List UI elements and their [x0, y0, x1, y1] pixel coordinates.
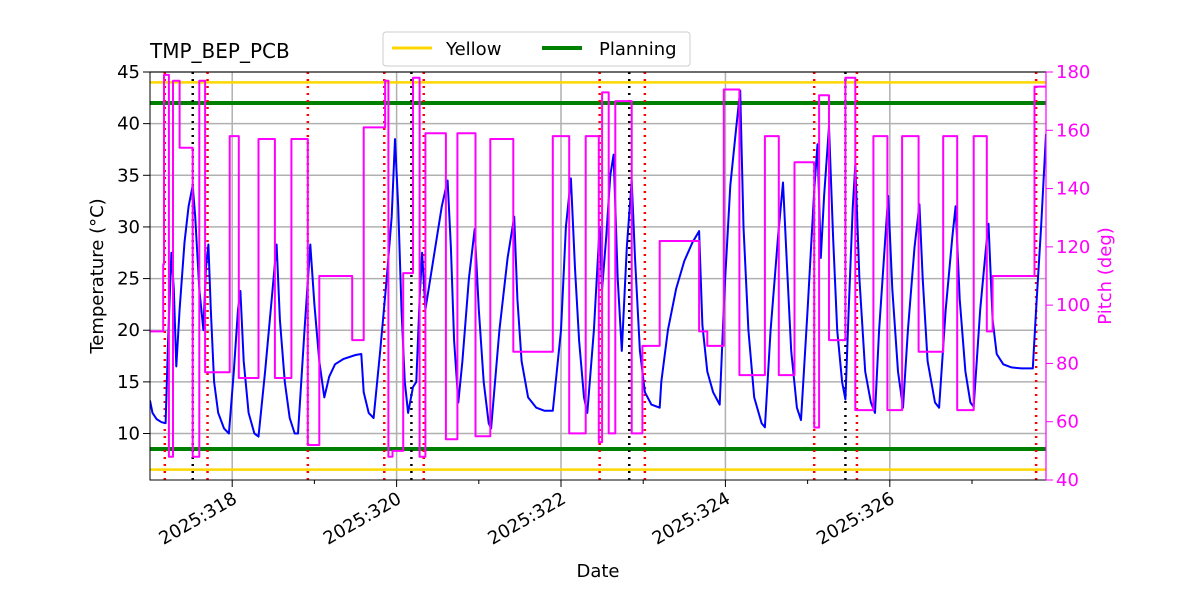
y2-tick-label: 160: [1056, 120, 1090, 141]
x-axis-label: Date: [576, 561, 619, 582]
limit-lines: [150, 81, 1046, 471]
legend-box: [382, 31, 691, 67]
y-axis-right: 40 60 80 100 120 140 160 180: [1045, 62, 1090, 491]
y-tick-label: 15: [117, 372, 140, 393]
y-axis-left: 10 15 20 25 30 35 40 45: [117, 62, 150, 445]
y-axis-right-label: Pitch (deg): [1095, 227, 1116, 325]
legend-yellow-label: Yellow: [445, 39, 501, 60]
y2-tick-label: 40: [1056, 470, 1079, 491]
y-tick-label: 10: [117, 424, 140, 445]
chart-title: TMP_BEP_PCB: [149, 39, 290, 63]
y-axis-left-label: Temperature (°C): [87, 198, 108, 354]
legend: Yellow Planning: [382, 31, 691, 67]
y-tick-label: 25: [117, 269, 140, 290]
y-tick-label: 45: [117, 62, 140, 83]
y2-tick-label: 60: [1056, 412, 1079, 433]
pitch-series-line: [150, 73, 1046, 458]
y-tick-label: 20: [117, 320, 140, 341]
y2-tick-label: 180: [1056, 62, 1090, 83]
y-tick-label: 30: [117, 217, 140, 238]
legend-planning-label: Planning: [599, 39, 677, 60]
y2-tick-label: 100: [1056, 295, 1090, 316]
series: [150, 73, 1046, 458]
temperature-series-line: [150, 89, 1046, 438]
y2-tick-label: 80: [1056, 353, 1079, 374]
y2-tick-label: 140: [1056, 179, 1090, 200]
y-tick-label: 40: [117, 114, 140, 135]
y2-tick-label: 120: [1056, 237, 1090, 258]
y-tick-label: 35: [117, 165, 140, 186]
